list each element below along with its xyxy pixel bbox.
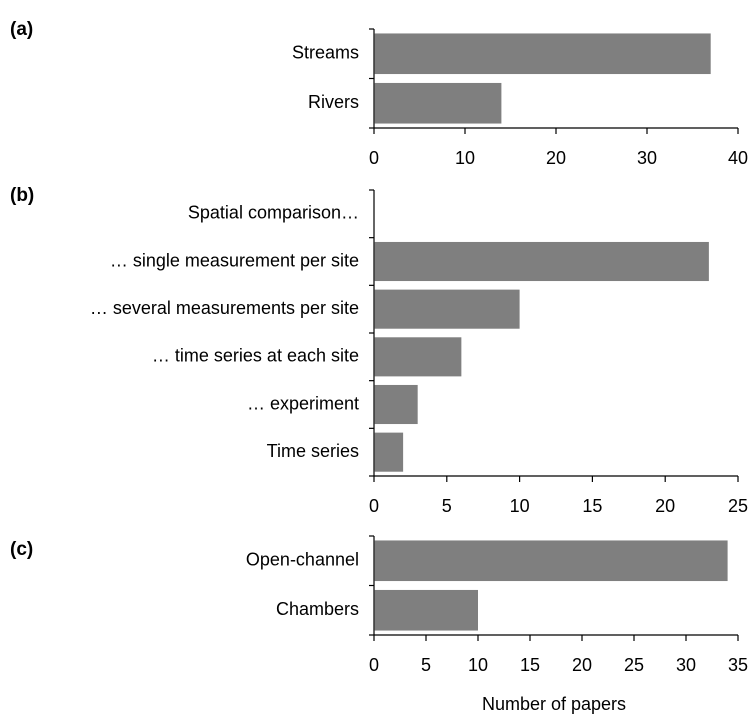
x-tick-label: 25: [728, 496, 748, 516]
x-tick-label: 20: [572, 655, 592, 675]
category-label: … time series at each site: [152, 346, 359, 366]
bar: [374, 432, 404, 472]
x-tick-label: 20: [546, 148, 566, 168]
bar: [374, 540, 728, 582]
category-label: Spatial comparison…: [188, 203, 359, 223]
x-tick-label: 10: [510, 496, 530, 516]
x-tick-label: 10: [468, 655, 488, 675]
x-tick-label: 35: [728, 655, 748, 675]
category-label: … several measurements per site: [90, 298, 359, 318]
x-tick-label: 20: [655, 496, 675, 516]
bar: [374, 82, 502, 124]
x-tick-label: 40: [728, 148, 748, 168]
x-tick-label: 30: [637, 148, 657, 168]
x-tick-label: 0: [369, 496, 379, 516]
x-tick-label: 0: [369, 655, 379, 675]
x-tick-label: 30: [676, 655, 696, 675]
x-axis-title: Number of papers: [482, 694, 626, 714]
x-tick-label: 0: [369, 148, 379, 168]
x-tick-label: 10: [455, 148, 475, 168]
x-tick-label: 25: [624, 655, 644, 675]
x-tick-label: 15: [582, 496, 602, 516]
bar: [374, 289, 520, 329]
bar: [374, 384, 418, 425]
category-label: … single measurement per site: [110, 250, 359, 270]
category-label: Open-channel: [246, 550, 359, 570]
bar: [374, 589, 478, 631]
x-tick-label: 5: [442, 496, 452, 516]
category-label: Rivers: [308, 92, 359, 112]
panel-label: (c): [10, 539, 33, 560]
panel-label: (a): [10, 19, 33, 40]
category-label: Time series: [267, 441, 359, 461]
x-tick-label: 15: [520, 655, 540, 675]
panel-b: (b) 0 5 10 15 20 25 Spatial comparison… … single…: [10, 185, 748, 516]
category-label: Chambers: [276, 599, 359, 619]
category-label: … experiment: [247, 393, 359, 413]
bar: [374, 33, 711, 75]
category-label: Streams: [292, 43, 359, 63]
panel-a: (a) 0 10 20 30 40 Streams Rivers: [10, 19, 748, 168]
bar: [374, 337, 462, 377]
bar: [374, 241, 709, 282]
x-tick-label: 5: [421, 655, 431, 675]
panel-label: (b): [10, 185, 34, 206]
panel-c: (c) 0 5 10 15 20 25 30 35 Open-channel Chambers Num…: [10, 535, 748, 714]
